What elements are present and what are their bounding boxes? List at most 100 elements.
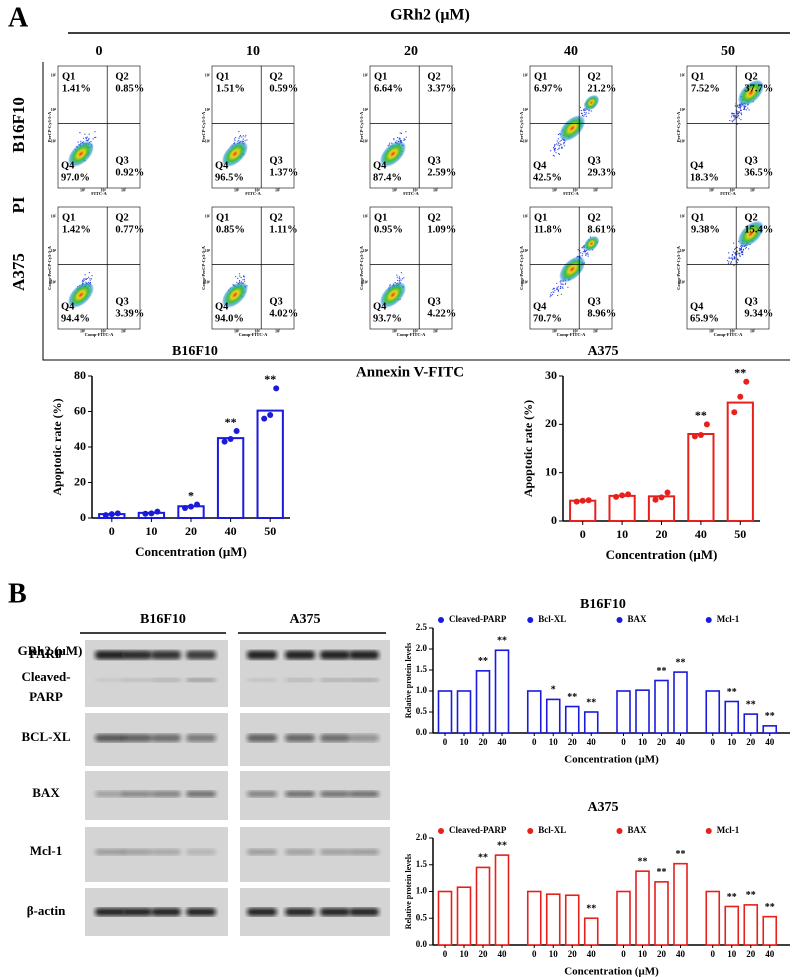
plot-tick-label: 10⁴ bbox=[729, 187, 735, 192]
replicate-point bbox=[148, 510, 155, 517]
legend-label: BAX bbox=[628, 825, 648, 835]
plot-tick-label: 10⁵ bbox=[750, 328, 756, 333]
replicate-point bbox=[142, 510, 149, 517]
plot-tick-label: 10⁵ bbox=[523, 214, 529, 219]
panel-label: A bbox=[8, 2, 29, 33]
plot-tick-label: 10⁵ bbox=[680, 73, 686, 78]
event-dot bbox=[556, 287, 558, 289]
panel-label: B bbox=[8, 578, 27, 609]
bar bbox=[635, 870, 650, 946]
y-tick-label: 1.5 bbox=[416, 664, 428, 674]
y-tick-label: 1.0 bbox=[416, 886, 428, 896]
plot-tick-label: 10³ bbox=[205, 280, 211, 285]
event-dot bbox=[403, 139, 405, 141]
replicate-point bbox=[233, 428, 240, 435]
x-tick-label: 0 bbox=[443, 737, 448, 747]
event-dot bbox=[564, 283, 566, 285]
event-dot bbox=[734, 258, 736, 260]
event-dot bbox=[583, 109, 585, 112]
quadrant-percent: 94.0% bbox=[215, 313, 244, 324]
event-dot bbox=[552, 146, 555, 149]
event-dot bbox=[88, 272, 90, 274]
event-dot bbox=[239, 280, 241, 282]
plot-tick-label: 10⁵ bbox=[205, 214, 211, 219]
plot-tick-label: 10⁴ bbox=[363, 107, 369, 112]
x-tick-label: 10 bbox=[638, 949, 648, 959]
event-dot bbox=[582, 245, 584, 247]
x-tick-label: 40 bbox=[498, 949, 508, 959]
blot-band bbox=[95, 678, 125, 682]
event-dot bbox=[92, 138, 94, 140]
blot-band bbox=[95, 908, 125, 916]
quadrant-name: Q4 bbox=[373, 301, 387, 312]
legend-marker bbox=[438, 617, 444, 623]
x-tick-label: 10 bbox=[727, 949, 737, 959]
plot-tick-label: 10⁴ bbox=[523, 248, 529, 253]
bar bbox=[494, 649, 510, 734]
quadrant-name: Q2 bbox=[744, 212, 757, 223]
event-dot bbox=[733, 256, 735, 258]
plot-tick-label: 10⁵ bbox=[51, 73, 57, 78]
event-dot bbox=[244, 136, 246, 138]
quadrant-percent: 18.3% bbox=[690, 172, 719, 183]
density-core bbox=[221, 281, 248, 308]
concentration-label: 50 bbox=[721, 44, 735, 59]
plot-tick-label: 10⁴ bbox=[100, 328, 106, 333]
event-dot bbox=[233, 138, 236, 140]
plot-y-label: Comp-PerCP-Cy5-5-A bbox=[359, 245, 364, 289]
x-tick-label: 0 bbox=[443, 949, 448, 959]
x-tick-label: 10 bbox=[638, 737, 648, 747]
plot-frame bbox=[211, 65, 295, 189]
quadrant-name: Q1 bbox=[374, 212, 387, 223]
blot-band bbox=[122, 650, 152, 660]
event-dot bbox=[734, 118, 737, 120]
event-dot bbox=[399, 132, 401, 134]
event-dot bbox=[744, 247, 747, 249]
event-dot bbox=[557, 138, 560, 140]
significance-label: ** bbox=[727, 687, 737, 698]
event-dot bbox=[398, 138, 400, 140]
replicate-point bbox=[573, 498, 580, 505]
replicate-point bbox=[613, 493, 620, 500]
event-dot bbox=[86, 136, 88, 138]
event-dot bbox=[587, 253, 589, 255]
event-dot bbox=[244, 280, 246, 282]
x-tick-label: 40 bbox=[225, 524, 237, 538]
replicate-point bbox=[697, 431, 704, 438]
event-dot bbox=[562, 287, 564, 289]
significance-label: ** bbox=[657, 867, 667, 878]
density-core bbox=[221, 140, 248, 167]
quadrant-percent: 9.38% bbox=[691, 224, 720, 235]
plot-tick-label: 10⁴ bbox=[412, 187, 418, 192]
event-dot bbox=[738, 106, 740, 108]
event-dot bbox=[738, 252, 740, 254]
axis-label: Annexin V-FITC bbox=[356, 364, 464, 380]
event-dot bbox=[736, 116, 738, 119]
y-tick-label: 0.0 bbox=[416, 727, 428, 737]
x-tick-label: 0 bbox=[711, 949, 716, 959]
plot-y-label: PerCP-Cy5-5-A bbox=[47, 111, 52, 142]
plot-x-label: Comp-FITC-A bbox=[397, 332, 426, 337]
blot-band bbox=[320, 678, 350, 682]
event-dot bbox=[733, 119, 735, 121]
event-dot bbox=[587, 252, 589, 254]
x-axis-label: Concentration (μM) bbox=[135, 544, 247, 559]
event-dot bbox=[733, 242, 735, 244]
significance-label: ** bbox=[765, 711, 775, 722]
significance-label: ** bbox=[746, 890, 756, 901]
replicate-point bbox=[664, 489, 671, 496]
replicate-point bbox=[579, 497, 586, 504]
blot-band bbox=[247, 734, 277, 742]
event-dot bbox=[86, 277, 88, 280]
replicate-point bbox=[267, 412, 274, 419]
quadrant-percent: 94.4% bbox=[61, 313, 90, 324]
significance-label: ** bbox=[586, 904, 596, 915]
event-dot bbox=[554, 147, 557, 149]
significance-label: ** bbox=[264, 372, 276, 386]
quadrant-percent: 1.42% bbox=[62, 224, 91, 235]
x-tick-label: 20 bbox=[185, 524, 197, 538]
plot-tick-label: 10⁴ bbox=[523, 107, 529, 112]
x-tick-label: 20 bbox=[746, 949, 756, 959]
plot-tick-label: 10³ bbox=[363, 139, 369, 144]
event-dot bbox=[743, 106, 745, 108]
